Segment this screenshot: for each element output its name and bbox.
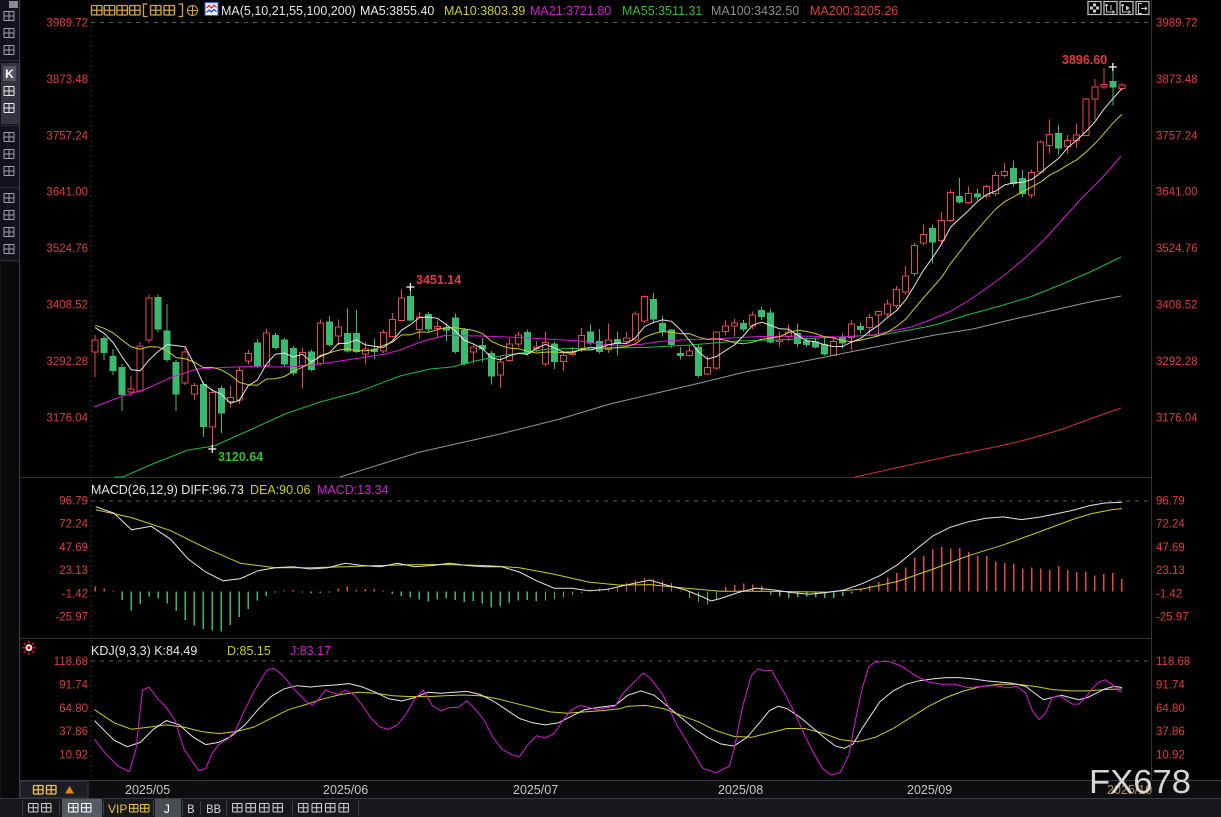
svg-text:3176.04: 3176.04: [46, 412, 88, 424]
svg-text:DEA:90.06: DEA:90.06: [250, 483, 311, 497]
svg-text:72.24: 72.24: [59, 519, 88, 531]
svg-text:37.86: 37.86: [59, 726, 88, 738]
svg-text:MA(5,10,21,55,100,200): MA(5,10,21,55,100,200): [221, 4, 356, 18]
svg-text:MA200:3205.26: MA200:3205.26: [810, 4, 898, 18]
svg-text:3292.28: 3292.28: [1156, 356, 1198, 368]
svg-text:FX678: FX678: [1089, 763, 1191, 800]
svg-text:3873.48: 3873.48: [46, 74, 88, 86]
svg-text:3524.76: 3524.76: [1156, 243, 1198, 255]
svg-text:D:85.15: D:85.15: [227, 644, 271, 658]
svg-text:2025/05: 2025/05: [125, 783, 170, 797]
svg-text:2025/10: 2025/10: [1107, 783, 1152, 797]
svg-text:MA55:3511.31: MA55:3511.31: [622, 4, 702, 18]
svg-text:3757.24: 3757.24: [1156, 130, 1198, 142]
svg-text:B: B: [187, 803, 195, 817]
svg-text:47.69: 47.69: [59, 542, 88, 554]
svg-text:-1.42: -1.42: [62, 588, 88, 600]
svg-text:3176.04: 3176.04: [1156, 412, 1198, 424]
svg-text:10.92: 10.92: [1156, 750, 1185, 762]
svg-text:23.13: 23.13: [59, 565, 88, 577]
svg-text:3524.76: 3524.76: [46, 243, 88, 255]
svg-text:72.24: 72.24: [1156, 519, 1185, 531]
svg-text:37.86: 37.86: [1156, 726, 1185, 738]
svg-text:118.68: 118.68: [1156, 656, 1190, 668]
svg-text:3641.00: 3641.00: [46, 187, 88, 199]
svg-text:3292.28: 3292.28: [46, 356, 88, 368]
svg-text:3120.64: 3120.64: [218, 450, 263, 464]
svg-text:MACD:13.34: MACD:13.34: [317, 483, 389, 497]
svg-text:47.69: 47.69: [1156, 542, 1185, 554]
svg-text:2025/07: 2025/07: [513, 783, 558, 797]
svg-text:J:83.17: J:83.17: [290, 644, 331, 658]
svg-text:J: J: [163, 803, 171, 817]
svg-text:KDJ(9,3,3) K:84.49: KDJ(9,3,3) K:84.49: [91, 644, 197, 658]
svg-text:3408.52: 3408.52: [1156, 300, 1198, 312]
svg-text:3451.14: 3451.14: [416, 273, 461, 287]
svg-text:3757.24: 3757.24: [46, 130, 88, 142]
svg-text:64.80: 64.80: [1156, 703, 1185, 715]
svg-text:2025/06: 2025/06: [323, 783, 368, 797]
svg-text:BB: BB: [206, 803, 222, 817]
svg-text:64.80: 64.80: [59, 703, 88, 715]
svg-text:MA5:3855.40: MA5:3855.40: [360, 4, 434, 18]
svg-text:MA21:3721.80: MA21:3721.80: [530, 4, 611, 18]
svg-text:10.92: 10.92: [59, 750, 88, 762]
svg-text:MACD(26,12,9) DIFF:96.73: MACD(26,12,9) DIFF:96.73: [91, 483, 244, 497]
svg-text:23.13: 23.13: [1156, 565, 1185, 577]
svg-text:3641.00: 3641.00: [1156, 187, 1198, 199]
svg-text:-1.42: -1.42: [1156, 588, 1182, 600]
svg-text:-25.97: -25.97: [55, 612, 88, 624]
svg-text:96.79: 96.79: [1156, 496, 1185, 508]
svg-text:VIP: VIP: [108, 802, 127, 816]
svg-text:-25.97: -25.97: [1156, 612, 1189, 624]
svg-text:3896.60: 3896.60: [1062, 53, 1107, 67]
svg-text:MA100:3432.50: MA100:3432.50: [711, 4, 799, 18]
svg-text:118.68: 118.68: [54, 656, 88, 668]
svg-text:91.74: 91.74: [1156, 679, 1185, 691]
svg-text:3989.72: 3989.72: [1156, 18, 1198, 30]
svg-text:2025/09: 2025/09: [907, 783, 952, 797]
svg-text:K: K: [5, 67, 14, 81]
svg-text:3873.48: 3873.48: [1156, 74, 1198, 86]
svg-text:3408.52: 3408.52: [46, 300, 88, 312]
svg-text:91.74: 91.74: [59, 679, 88, 691]
svg-text:2025/08: 2025/08: [718, 783, 763, 797]
svg-text:MA10:3803.39: MA10:3803.39: [444, 4, 525, 18]
svg-text:3989.72: 3989.72: [46, 18, 88, 30]
svg-text:96.79: 96.79: [59, 496, 88, 508]
